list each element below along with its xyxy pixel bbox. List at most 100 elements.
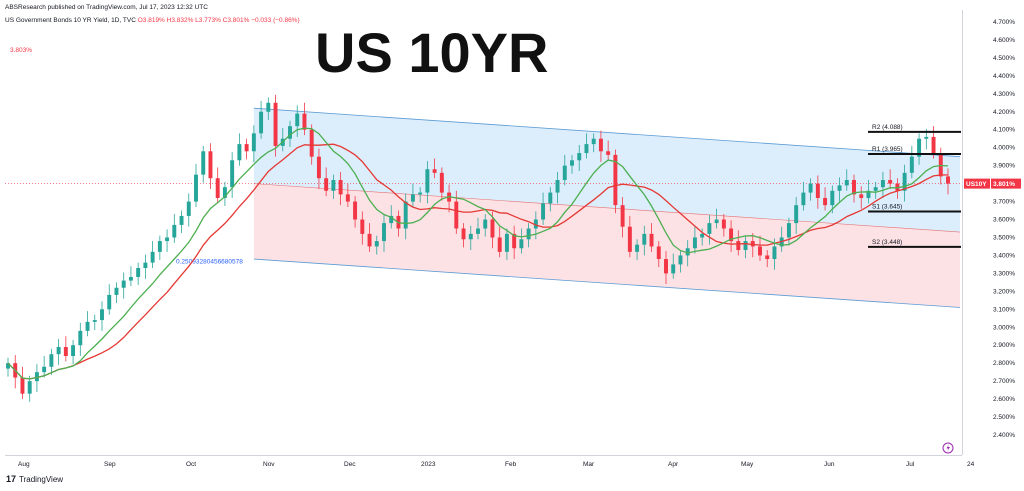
time-axis-label: Mar: [583, 461, 595, 468]
candle-body: [150, 251, 155, 263]
candle-body: [338, 180, 343, 195]
candle-body: [490, 219, 495, 238]
candle-body: [938, 153, 943, 177]
candle-body: [273, 102, 278, 146]
candle-body: [316, 156, 321, 179]
price-axis-tick: 4.300%: [993, 91, 1015, 98]
price-axis-tick: 3.600%: [993, 217, 1015, 224]
candle-body: [230, 160, 235, 188]
time-axis-label: 24: [967, 461, 975, 468]
moving-average-slow: [7, 143, 949, 380]
candle-body: [42, 366, 47, 373]
candle-body: [931, 136, 936, 154]
symbol-tag: [964, 178, 990, 189]
lightning-glyph-icon: [946, 444, 950, 452]
candle-body: [692, 237, 697, 249]
candle-body: [172, 224, 177, 238]
price-axis-tick: 3.300%: [993, 270, 1015, 277]
candle-body: [584, 144, 589, 154]
candle-body: [128, 276, 133, 281]
candle-body: [476, 228, 480, 234]
candle-body: [649, 233, 654, 247]
candle-body: [685, 248, 690, 256]
candle-body: [613, 154, 618, 206]
candle-body: [85, 321, 90, 331]
candle-body: [830, 190, 835, 206]
candle-body: [136, 268, 141, 277]
candle-body: [844, 180, 849, 186]
candle-body: [743, 241, 748, 251]
candle-body: [519, 239, 524, 249]
candle-body: [432, 169, 437, 173]
candle-body: [34, 372, 39, 382]
candle-body: [714, 219, 719, 224]
candle-body: [591, 138, 596, 145]
candle-body: [627, 226, 632, 252]
candle-body: [859, 194, 864, 198]
candle-body: [808, 183, 813, 193]
instrument-name: US Government Bonds 10 YR Yield, 1D, TVC: [5, 17, 136, 24]
price-axis-tick: 3.400%: [993, 252, 1015, 259]
candle-body: [288, 126, 292, 139]
candle-body: [852, 180, 856, 195]
symbol-tag-text: US10Y: [966, 181, 987, 188]
price-axis-tick: 3.900%: [993, 163, 1015, 170]
price-axis-tick: 2.800%: [993, 360, 1015, 367]
candle-body: [671, 264, 676, 274]
price-axis-tick: 4.500%: [993, 55, 1015, 62]
channel-lower-line: [253, 258, 961, 308]
candle-body: [186, 201, 191, 216]
candle-body: [700, 233, 705, 238]
candle-body: [63, 347, 68, 356]
candle-body: [259, 111, 264, 134]
candle-body: [707, 223, 712, 234]
price-axis-tick: 4.000%: [993, 145, 1015, 152]
candle-body: [237, 144, 242, 161]
candle-body: [374, 241, 379, 247]
lightning-icon: [942, 442, 954, 454]
price-axis-tick: 3.000%: [993, 324, 1015, 331]
candle-body: [541, 203, 546, 220]
channel-mid-line: [253, 183, 961, 233]
candle-body: [418, 192, 423, 195]
moving-average-fast: [7, 127, 949, 380]
candle-body: [425, 169, 430, 193]
time-axis-label: 2023: [421, 461, 436, 468]
price-axis-tick: 2.900%: [993, 342, 1015, 349]
candle-body: [917, 138, 922, 157]
candle-body: [107, 294, 112, 310]
chart-title: US 10YR: [315, 21, 549, 84]
candle-body: [222, 187, 227, 198]
candle-body: [801, 192, 806, 206]
pivot-label-s1: S1 (3.645): [872, 203, 902, 210]
candle-body: [483, 219, 488, 229]
price-axis-tick: 4.600%: [993, 37, 1015, 44]
last-price-tag: [991, 178, 1021, 189]
candle-body: [251, 133, 256, 152]
candle-body: [721, 219, 726, 229]
price-axis-tick: 4.400%: [993, 73, 1015, 80]
pivot-label-r2: R2 (4.088): [872, 124, 903, 131]
candle-body: [345, 194, 350, 202]
channel-label: 0.25093280456680578: [176, 259, 243, 266]
candle-body: [635, 244, 640, 252]
candle-body: [526, 228, 531, 240]
candle-body: [577, 153, 582, 161]
candle-body: [165, 237, 170, 242]
pivot-label-r1: R1 (3.965): [872, 146, 903, 153]
candle-body: [512, 233, 517, 249]
candle-body: [78, 330, 83, 346]
candle-body: [215, 178, 220, 198]
publisher-line: ABSResearch published on TradingView.com…: [5, 4, 208, 11]
candle-body: [454, 201, 459, 229]
candle-body: [360, 219, 365, 234]
candle-body: [403, 201, 408, 229]
candle-body: [143, 262, 148, 269]
candle-body: [946, 176, 950, 184]
price-axis-tick: 3.500%: [993, 234, 1015, 241]
candle-body: [382, 223, 386, 242]
candle-body: [837, 185, 842, 191]
price-axis-tick: 4.100%: [993, 127, 1015, 134]
candle-body: [208, 151, 213, 179]
